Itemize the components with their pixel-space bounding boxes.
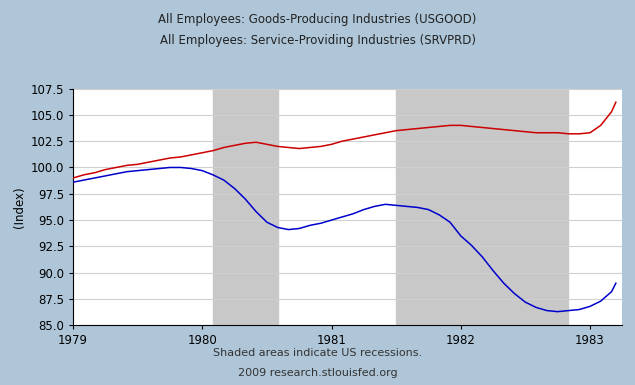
Bar bbox=[396, 89, 568, 325]
Text: All Employees: Goods-Producing Industries (USGOOD): All Employees: Goods-Producing Industrie… bbox=[158, 13, 477, 27]
Bar bbox=[213, 89, 277, 325]
Text: All Employees: Service-Providing Industries (SRVPRD): All Employees: Service-Providing Industr… bbox=[159, 34, 476, 47]
Text: Shaded areas indicate US recessions.: Shaded areas indicate US recessions. bbox=[213, 348, 422, 358]
Text: 2009 research.stlouisfed.org: 2009 research.stlouisfed.org bbox=[237, 368, 398, 378]
Y-axis label: (Index): (Index) bbox=[13, 186, 26, 228]
